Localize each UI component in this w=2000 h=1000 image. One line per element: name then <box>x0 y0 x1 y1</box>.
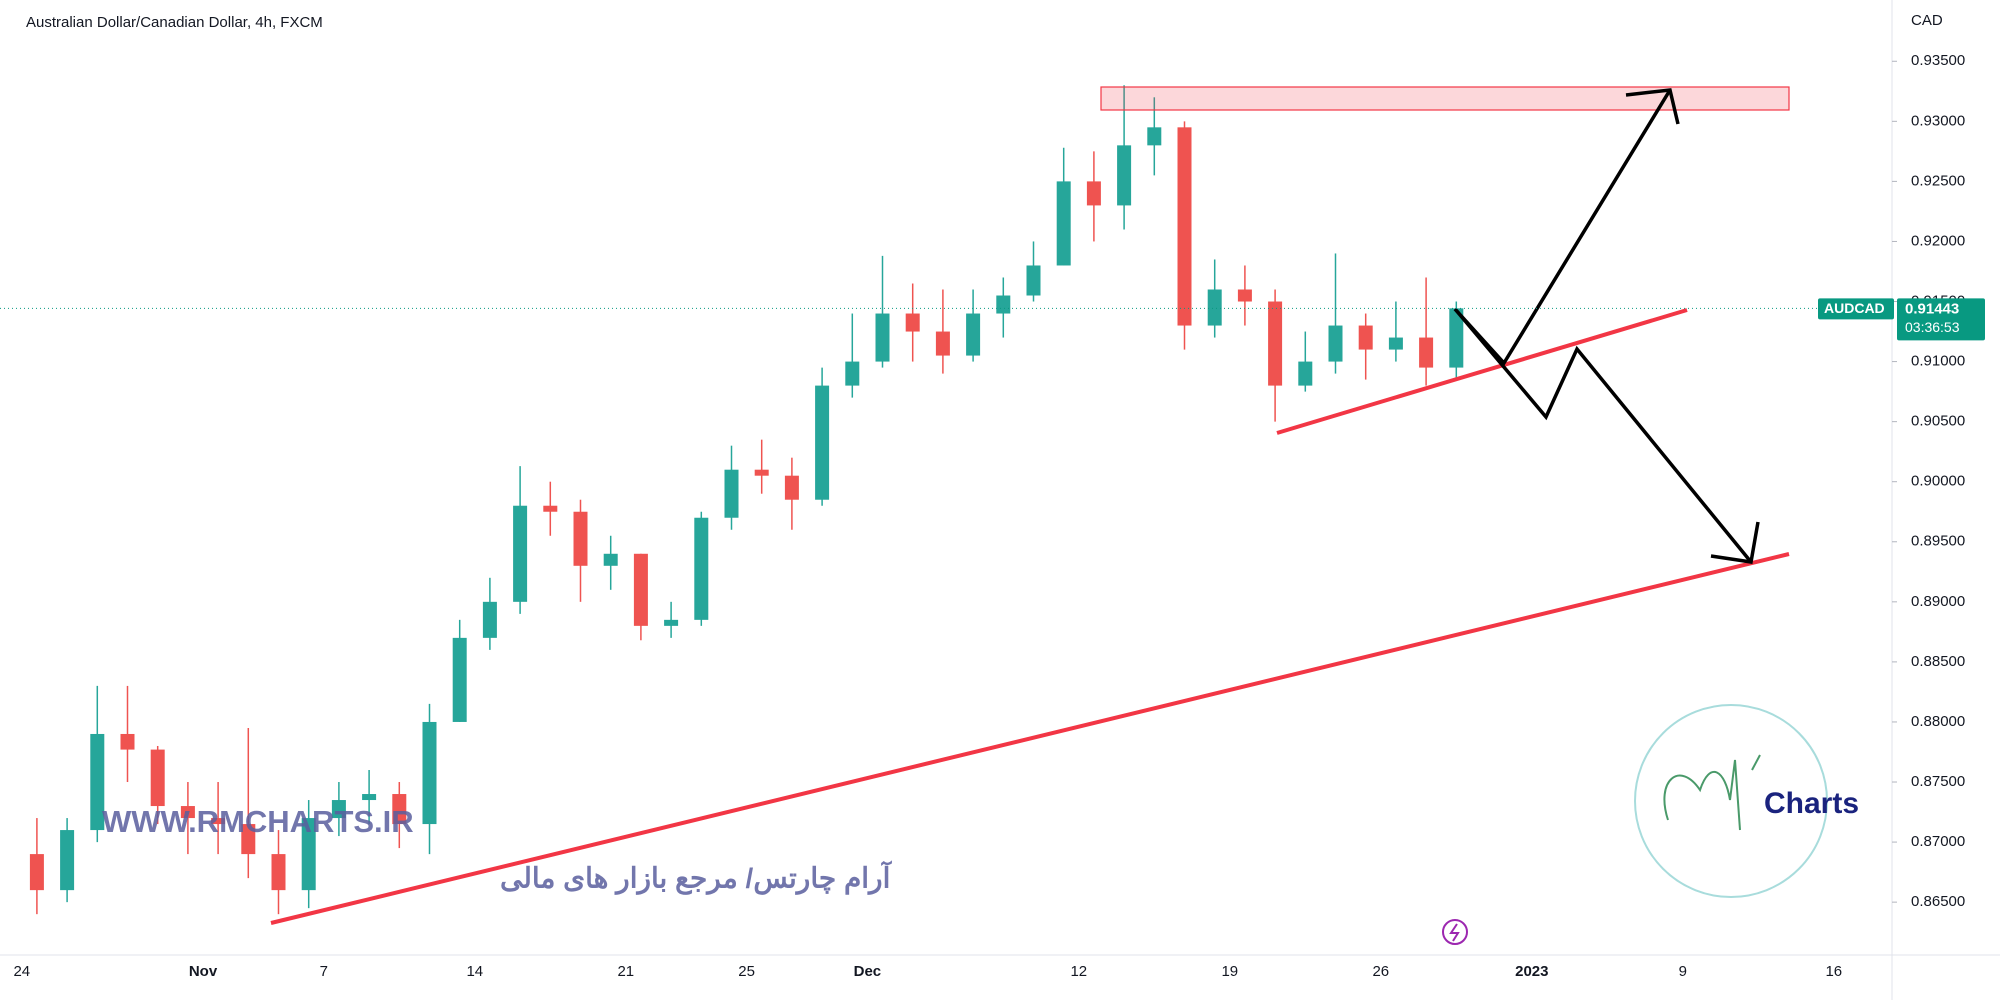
y-tick-label: 0.89000 <box>1911 593 1965 610</box>
chart-title: Australian Dollar/Canadian Dollar, 4h, F… <box>26 14 323 31</box>
y-tick-label: 0.87000 <box>1911 833 1965 850</box>
logo-ring <box>1634 704 1828 898</box>
candle-body <box>905 313 920 332</box>
candle-body <box>724 469 739 518</box>
candle-body <box>90 733 105 831</box>
candle-body <box>301 818 316 891</box>
candle-body <box>603 553 618 566</box>
candle-body <box>1056 181 1071 266</box>
candle-body <box>60 830 75 891</box>
supply-zone <box>1100 86 1790 111</box>
trendline <box>1276 308 1688 435</box>
symbol-label: AUDCAD <box>1824 300 1885 316</box>
candle-body <box>845 361 860 386</box>
candle-body <box>331 800 346 819</box>
candle-body <box>633 553 648 626</box>
y-tick-label: 0.92500 <box>1911 172 1965 189</box>
price-box <box>1897 298 1985 341</box>
candle-body <box>754 469 769 476</box>
y-tick-label: 0.88000 <box>1911 713 1965 730</box>
y-tick-label: 0.90500 <box>1911 413 1965 430</box>
candle-body <box>1388 337 1403 350</box>
y-tick-label: 0.86500 <box>1911 893 1965 910</box>
candle-body <box>452 637 467 722</box>
x-tick-label: 9 <box>1679 963 1687 980</box>
candle-body <box>1419 337 1434 368</box>
y-tick-label: 0.93000 <box>1911 112 1965 129</box>
event-icon <box>1442 919 1468 945</box>
watermark-site: WWW.RMCHARTS.IR <box>102 804 414 839</box>
candle-body <box>392 794 407 825</box>
x-tick-label: 19 <box>1221 963 1238 980</box>
candle-body <box>784 475 799 500</box>
candle-body <box>362 794 377 801</box>
candle-body <box>271 854 286 891</box>
candle-body <box>694 517 709 620</box>
candle-body <box>1237 289 1252 302</box>
x-tick-label: 14 <box>466 963 483 980</box>
scenario-arrow <box>1453 307 1753 564</box>
trendline <box>270 552 1790 925</box>
candle-body <box>1086 181 1101 206</box>
arrow-head <box>1625 88 1680 125</box>
y-tick-label: 0.93500 <box>1911 52 1965 69</box>
last-price-label: 0.91443 <box>1905 300 1959 317</box>
candle-body <box>1117 145 1132 206</box>
symbol-box <box>1818 298 1894 320</box>
arrow-head <box>1710 521 1760 564</box>
x-tick-label: 25 <box>738 963 755 980</box>
candle-body <box>1147 127 1162 146</box>
candle-body <box>573 511 588 566</box>
x-tick-label: 21 <box>617 963 634 980</box>
candle-body <box>120 733 135 750</box>
x-tick-label: 24 <box>13 963 30 980</box>
candle-body <box>211 818 226 825</box>
candle-body <box>29 854 44 891</box>
candle-body <box>1268 301 1283 386</box>
y-tick-label: 0.89500 <box>1911 533 1965 550</box>
candle-body <box>1298 361 1313 386</box>
y-tick-label: 0.87500 <box>1911 773 1965 790</box>
candle-body <box>664 619 679 626</box>
candle-body <box>935 331 950 356</box>
candle-body <box>1177 127 1192 326</box>
x-tick-label: 26 <box>1372 963 1389 980</box>
y-unit: CAD <box>1911 12 1943 29</box>
candle-body <box>1026 265 1041 296</box>
candle-body <box>815 385 830 500</box>
candle-body <box>1449 308 1464 368</box>
candle-body <box>966 313 981 356</box>
x-tick-label: 7 <box>320 963 328 980</box>
y-tick-label: 0.91000 <box>1911 353 1965 370</box>
candle-body <box>1358 325 1373 350</box>
x-tick-label: Dec <box>854 963 882 980</box>
countdown: 03:36:53 <box>1905 319 1960 335</box>
plot <box>29 85 1464 915</box>
candle-body <box>1207 289 1222 326</box>
candle-body <box>996 295 1011 314</box>
candle-body <box>1328 325 1343 362</box>
y-tick-label: 0.92000 <box>1911 232 1965 249</box>
candle-body <box>875 313 890 362</box>
watermark-tagline: آرام چارتس/ مرجع بازار های مالی <box>500 859 893 895</box>
x-tick-label: 16 <box>1825 963 1842 980</box>
x-tick-label: 12 <box>1070 963 1087 980</box>
candle-body <box>482 601 497 638</box>
y-tick-label: 0.88500 <box>1911 653 1965 670</box>
candle-body <box>513 505 528 602</box>
candle-body <box>422 721 437 825</box>
event-icon-bolt <box>1449 923 1460 942</box>
candle-body <box>150 749 165 807</box>
logo-text: Charts <box>1764 787 1859 820</box>
y-tick-label: 0.90000 <box>1911 473 1965 490</box>
x-tick-label: 2023 <box>1515 963 1548 980</box>
candle-body <box>180 806 195 819</box>
candle-body <box>241 824 256 855</box>
logo-mark <box>1663 754 1761 831</box>
candle-body <box>543 505 558 512</box>
x-tick-label: Nov <box>189 963 218 980</box>
